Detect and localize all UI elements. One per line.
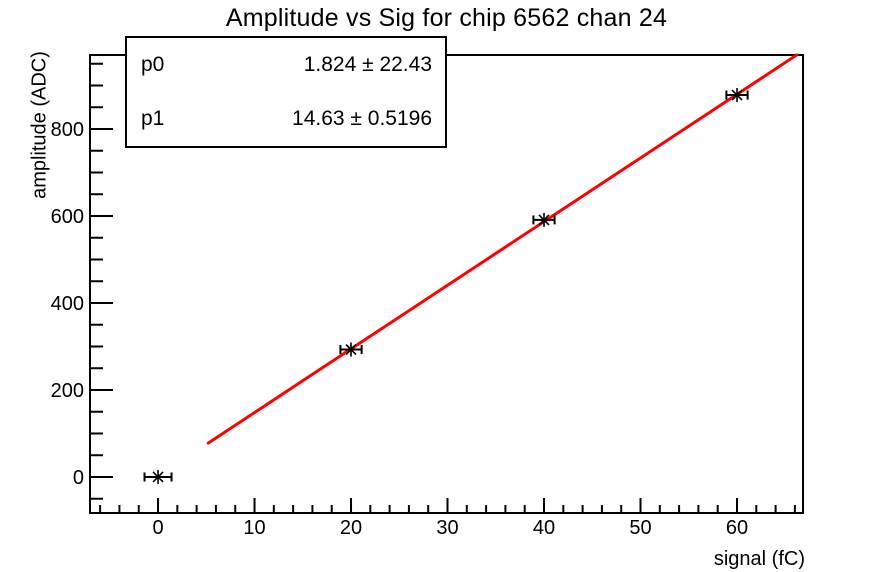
fit-line [206, 53, 799, 445]
x-tick-label: 50 [629, 517, 651, 539]
x-tick-label: 40 [533, 517, 555, 539]
plot-title: Amplitude vs Sig for chip 6562 chan 24 [225, 4, 668, 32]
x-tick-label: 10 [243, 517, 265, 539]
x-tick-label: 60 [726, 517, 748, 539]
param-p0-value: 1.824 ± 22.43 [303, 53, 432, 76]
y-tick-label: 400 [51, 293, 84, 315]
param-p1-value: 14.63 ± 0.5196 [292, 107, 432, 130]
y-tick-label: 800 [51, 119, 84, 141]
stats-row-p0: p0 1.824 ± 22.43 [127, 53, 445, 77]
data-point-marker [345, 343, 357, 356]
param-p1-name: p1 [141, 107, 165, 130]
data-point-marker [538, 214, 550, 226]
x-tick-label: 30 [436, 517, 458, 539]
fit-stats-box: p0 1.824 ± 22.43 p1 14.63 ± 0.5196 [125, 36, 447, 148]
x-axis-title: signal (fC) [713, 548, 805, 570]
stats-row-p1: p1 14.63 ± 0.5196 [127, 107, 445, 131]
y-tick-label: 0 [73, 467, 84, 489]
y-tick-label: 200 [51, 380, 84, 402]
data-point-marker [731, 89, 743, 101]
x-tick-label: 20 [340, 517, 362, 539]
data-point-marker [152, 471, 164, 483]
y-tick-label: 600 [51, 206, 84, 228]
y-axis-title: amplitude (ADC) [28, 51, 51, 199]
x-tick-label: 0 [152, 517, 163, 539]
param-p0-name: p0 [141, 53, 165, 76]
